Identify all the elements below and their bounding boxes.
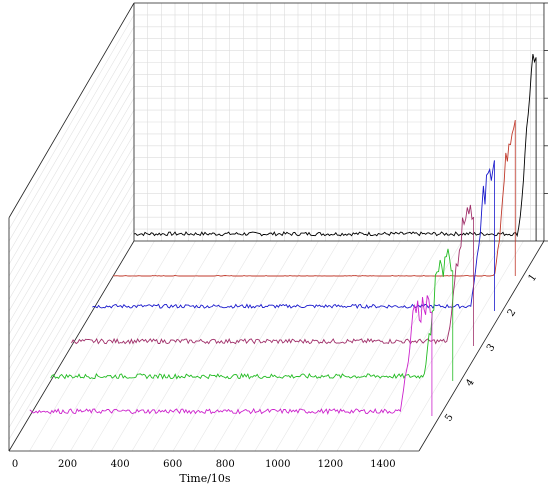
depth-tick-label: 4: [464, 377, 477, 389]
floor-gridline: [49, 240, 176, 452]
series-lines: [29, 54, 537, 416]
floor-gridline: [275, 240, 401, 452]
side-wall-gridline: [8, 98, 135, 312]
side-wall-gridline: [8, 193, 135, 405]
floor-gridline: [70, 240, 196, 452]
side-wall-gridline: [8, 217, 135, 428]
frame-edge: [8, 240, 135, 452]
side-wall-gridline: [8, 86, 135, 300]
x-axis-label: Time/10s: [179, 472, 230, 485]
depth-tick-label: 1: [527, 272, 540, 284]
side-wall-gridline: [8, 205, 135, 417]
series-line-4: [71, 204, 474, 345]
floor-gridline: [111, 240, 237, 452]
side-wall-gridline: [8, 133, 135, 347]
floor-gridline: [398, 240, 524, 452]
side-wall-gridline: [8, 74, 135, 288]
x-tick-label: 600: [163, 459, 182, 470]
floor-gridline: [152, 240, 278, 452]
x-tick-label: 200: [58, 459, 77, 470]
series-line-2: [113, 120, 516, 277]
side-wall-gridline: [8, 157, 135, 370]
series-line-5: [50, 248, 453, 380]
floor-gridline: [377, 240, 504, 452]
floor-gridline: [357, 240, 483, 452]
floor-gridline: [90, 240, 217, 452]
series-line-3: [92, 160, 495, 310]
side-wall-gridline: [8, 62, 135, 277]
x-tick-label: 0: [12, 459, 18, 470]
depth-tick-label: 3: [485, 342, 498, 354]
floor-gridline: [213, 240, 340, 452]
side-wall-gridline: [8, 121, 135, 335]
x-tick-label: 1200: [318, 459, 343, 470]
x-tick-label: 1000: [265, 459, 290, 470]
floor-gridline: [131, 240, 258, 452]
side-wall-gridline: [8, 38, 135, 253]
floor-gridline: [172, 240, 299, 452]
floor-gridline: [254, 240, 381, 452]
side-wall-gridline: [8, 145, 135, 358]
side-wall-gridline: [8, 26, 135, 242]
floor-gridline: [295, 240, 422, 452]
grid: [8, 2, 545, 452]
side-wall-gridline: [8, 109, 135, 323]
chart-frame: [8, 2, 545, 452]
x-tick-label: 1400: [370, 459, 395, 470]
side-wall-gridline: [8, 169, 135, 382]
x-tick-label: 400: [111, 459, 130, 470]
frame-edge: [418, 240, 545, 452]
tick-labels: 02004006008001000120014000.00.20.40.60.8…: [12, 2, 548, 470]
depth-tick-label: 5: [443, 412, 456, 424]
series-line-1: [133, 54, 537, 238]
floor-gridline: [234, 240, 360, 452]
floor-gridline: [316, 240, 442, 452]
x-tick-label: 800: [216, 459, 235, 470]
frame-edge: [8, 2, 135, 218]
side-wall-gridline: [8, 14, 135, 230]
side-wall-gridline: [8, 50, 135, 265]
series-line-6: [29, 295, 432, 415]
side-wall-gridline: [8, 181, 135, 393]
floor-gridline: [193, 240, 319, 452]
floor-gridline: [29, 240, 155, 452]
depth-tick-label: 2: [506, 307, 519, 319]
side-wall-gridline: [8, 228, 135, 440]
